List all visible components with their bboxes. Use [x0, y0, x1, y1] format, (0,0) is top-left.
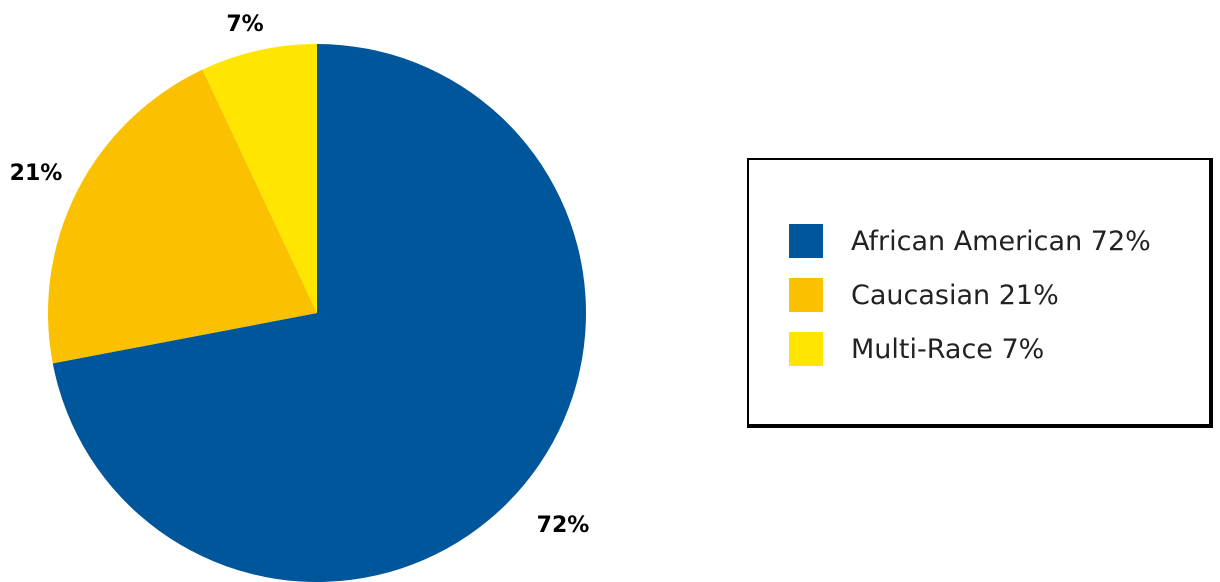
legend-item-multi-race: Multi-Race 7% — [789, 332, 1151, 366]
legend-list: African American 72% Caucasian 21% Multi… — [789, 224, 1151, 386]
slice-label-multi-race: 7% — [226, 12, 263, 37]
legend: African American 72% Caucasian 21% Multi… — [747, 158, 1213, 428]
legend-swatch-multi-race — [789, 332, 823, 366]
pie-slices — [47, 44, 587, 582]
pie-chart: 72% 21% 7% — [10, 12, 590, 582]
slice-label-african-american: 72% — [537, 513, 590, 538]
legend-item-caucasian: Caucasian 21% — [789, 278, 1151, 312]
pie-slice-caucasian — [47, 69, 317, 364]
legend-swatch-african-american — [789, 224, 823, 258]
pie-slice-african-american — [52, 44, 587, 582]
pie-slice-multi-race — [202, 44, 317, 313]
legend-item-african-american: African American 72% — [789, 224, 1151, 258]
legend-label-african-american: African American 72% — [851, 225, 1151, 257]
legend-label-multi-race: Multi-Race 7% — [851, 333, 1045, 365]
legend-swatch-caucasian — [789, 278, 823, 312]
slice-label-caucasian: 21% — [10, 161, 63, 186]
legend-label-caucasian: Caucasian 21% — [851, 279, 1059, 311]
